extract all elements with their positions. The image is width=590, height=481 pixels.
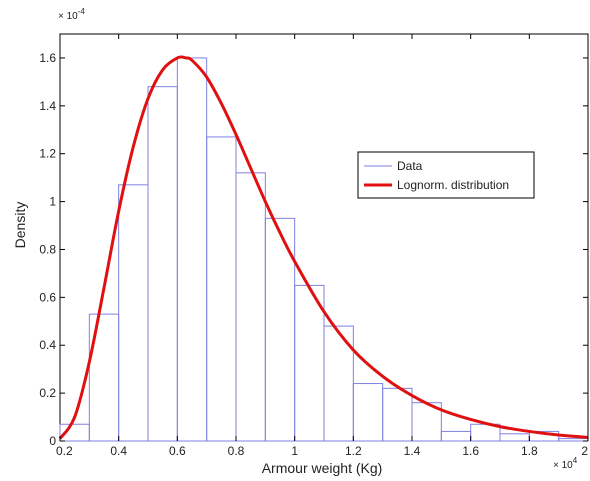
x-tick-label: 1.6 bbox=[462, 444, 479, 458]
x-tick-label: 0.2 bbox=[56, 444, 73, 458]
lognormal-curve bbox=[58, 55, 589, 440]
x-tick-label: 1.8 bbox=[521, 444, 538, 458]
y-tick-label: 1.6 bbox=[39, 51, 56, 65]
x-axis-exponent: 4 bbox=[573, 456, 578, 465]
y-axis-exponent: -4 bbox=[78, 7, 86, 16]
y-tick-label: 0.6 bbox=[39, 290, 56, 304]
x-tick-label: 0.8 bbox=[228, 444, 245, 458]
y-tick-label: 1.2 bbox=[39, 147, 56, 161]
legend: Data Lognorm. distribution bbox=[357, 151, 535, 199]
y-tick-label: 0.4 bbox=[39, 338, 56, 352]
x-tick-label: 1.2 bbox=[345, 444, 362, 458]
x-tick-label: 2 bbox=[581, 444, 588, 458]
y-tick-label: 1 bbox=[49, 195, 56, 209]
x-tick-label: 0.4 bbox=[110, 444, 127, 458]
legend-label-data: Data bbox=[397, 159, 423, 173]
axis-ticks bbox=[59, 34, 589, 442]
y-tick-label: 0.2 bbox=[39, 386, 56, 400]
x-tick-label: 1 bbox=[291, 444, 298, 458]
y-tick-labels: 0 0.2 0.4 0.6 0.8 1 1.2 1.4 1.6 bbox=[39, 51, 56, 448]
y-axis-title: Density bbox=[12, 202, 28, 249]
y-tick-label: 1.4 bbox=[39, 99, 56, 113]
x-tick-label: 0.6 bbox=[169, 444, 186, 458]
legend-label-lognormal: Lognorm. distribution bbox=[397, 178, 509, 192]
x-tick-labels: 0.2 0.4 0.6 0.8 1 1.2 1.4 1.6 1.8 2 bbox=[56, 444, 588, 458]
y-axis-multiplier: × 10-4 bbox=[58, 7, 85, 22]
histogram-bars bbox=[59, 57, 589, 442]
x-axis-multiplier: × 104 bbox=[553, 456, 578, 471]
y-tick-label: 0 bbox=[49, 434, 56, 448]
legend-box bbox=[357, 151, 535, 199]
y-tick-label: 0.8 bbox=[39, 242, 56, 256]
x-tick-label: 1.4 bbox=[404, 444, 421, 458]
x-axis-title: Armour weight (Kg) bbox=[262, 460, 383, 476]
